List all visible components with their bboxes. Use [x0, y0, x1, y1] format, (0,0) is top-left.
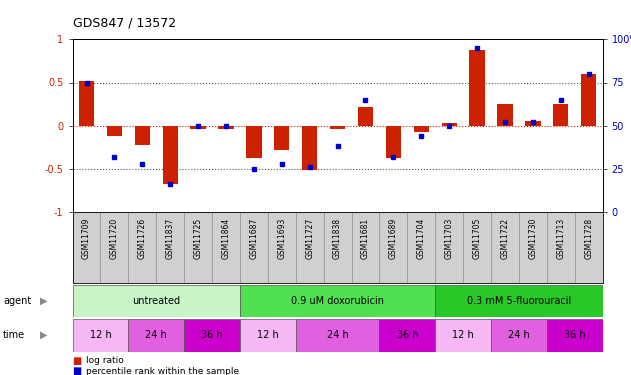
Bar	[240, 285, 435, 317]
Text: GSM11689: GSM11689	[389, 217, 398, 259]
Text: untreated: untreated	[132, 296, 180, 306]
Bar	[79, 81, 94, 126]
Text: GSM11704: GSM11704	[417, 217, 426, 259]
Bar	[330, 126, 345, 129]
Bar	[107, 126, 122, 136]
Text: GSM11720: GSM11720	[110, 217, 119, 259]
Bar	[302, 126, 317, 171]
Text: GSM11703: GSM11703	[445, 217, 454, 259]
Text: GSM11687: GSM11687	[249, 217, 258, 259]
Bar	[435, 212, 463, 283]
Text: GSM11727: GSM11727	[305, 217, 314, 259]
Text: GSM11722: GSM11722	[500, 217, 509, 259]
Bar	[547, 319, 603, 352]
Bar	[469, 50, 485, 126]
Bar	[358, 106, 373, 126]
Text: GSM11728: GSM11728	[584, 217, 593, 259]
Text: GSM11838: GSM11838	[333, 217, 342, 259]
Bar	[575, 212, 603, 283]
Bar	[379, 212, 408, 283]
Text: GSM11709: GSM11709	[82, 217, 91, 259]
Bar	[100, 212, 128, 283]
Bar	[134, 126, 150, 145]
Bar	[296, 319, 379, 352]
Text: ▶: ▶	[40, 296, 47, 306]
Bar	[73, 212, 100, 283]
Bar	[435, 285, 603, 317]
Bar	[296, 212, 324, 283]
Bar	[218, 126, 233, 129]
Text: 12 h: 12 h	[257, 330, 279, 340]
Bar	[163, 126, 178, 184]
Text: 36 h: 36 h	[564, 330, 586, 340]
Bar	[413, 126, 429, 132]
Bar	[246, 126, 262, 158]
Bar	[553, 104, 569, 126]
Text: GDS847 / 13572: GDS847 / 13572	[73, 17, 175, 30]
Bar	[73, 319, 128, 352]
Bar	[491, 319, 547, 352]
Text: 24 h: 24 h	[327, 330, 348, 340]
Text: GSM11693: GSM11693	[277, 217, 286, 259]
Bar	[191, 126, 206, 129]
Bar	[581, 74, 596, 126]
Bar	[497, 104, 512, 126]
Text: 36 h: 36 h	[201, 330, 223, 340]
Text: agent: agent	[3, 296, 32, 306]
Bar	[351, 212, 379, 283]
Bar	[547, 212, 575, 283]
Text: time: time	[3, 330, 25, 340]
Text: log ratio: log ratio	[86, 356, 124, 365]
Bar	[386, 126, 401, 158]
Text: GSM11730: GSM11730	[528, 217, 538, 259]
Text: 12 h: 12 h	[90, 330, 111, 340]
Bar	[240, 212, 268, 283]
Text: GSM11726: GSM11726	[138, 217, 147, 259]
Text: 0.9 uM doxorubicin: 0.9 uM doxorubicin	[291, 296, 384, 306]
Bar	[128, 212, 156, 283]
Bar	[442, 123, 457, 126]
Bar	[324, 212, 351, 283]
Bar	[128, 319, 184, 352]
Text: GSM11705: GSM11705	[473, 217, 481, 259]
Bar	[184, 212, 212, 283]
Bar	[435, 319, 491, 352]
Text: 24 h: 24 h	[145, 330, 167, 340]
Bar	[408, 212, 435, 283]
Text: GSM11837: GSM11837	[166, 217, 175, 259]
Bar	[379, 319, 435, 352]
Text: percentile rank within the sample: percentile rank within the sample	[86, 367, 240, 375]
Bar	[268, 212, 296, 283]
Text: 12 h: 12 h	[452, 330, 474, 340]
Bar	[274, 126, 290, 150]
Text: GSM11725: GSM11725	[194, 217, 203, 259]
Bar	[156, 212, 184, 283]
Text: GSM11864: GSM11864	[221, 217, 230, 259]
Bar	[212, 212, 240, 283]
Text: ■: ■	[73, 356, 82, 366]
Text: 0.3 mM 5-fluorouracil: 0.3 mM 5-fluorouracil	[467, 296, 571, 306]
Text: 24 h: 24 h	[508, 330, 530, 340]
Text: 36 h: 36 h	[396, 330, 418, 340]
Bar	[240, 319, 296, 352]
Bar	[463, 212, 491, 283]
Text: GSM11713: GSM11713	[557, 217, 565, 259]
Bar	[73, 285, 240, 317]
Bar	[525, 122, 541, 126]
Text: ■: ■	[73, 366, 82, 375]
Bar	[519, 212, 547, 283]
Text: GSM11681: GSM11681	[361, 217, 370, 259]
Text: ▶: ▶	[40, 330, 47, 340]
Bar	[184, 319, 240, 352]
Bar	[491, 212, 519, 283]
